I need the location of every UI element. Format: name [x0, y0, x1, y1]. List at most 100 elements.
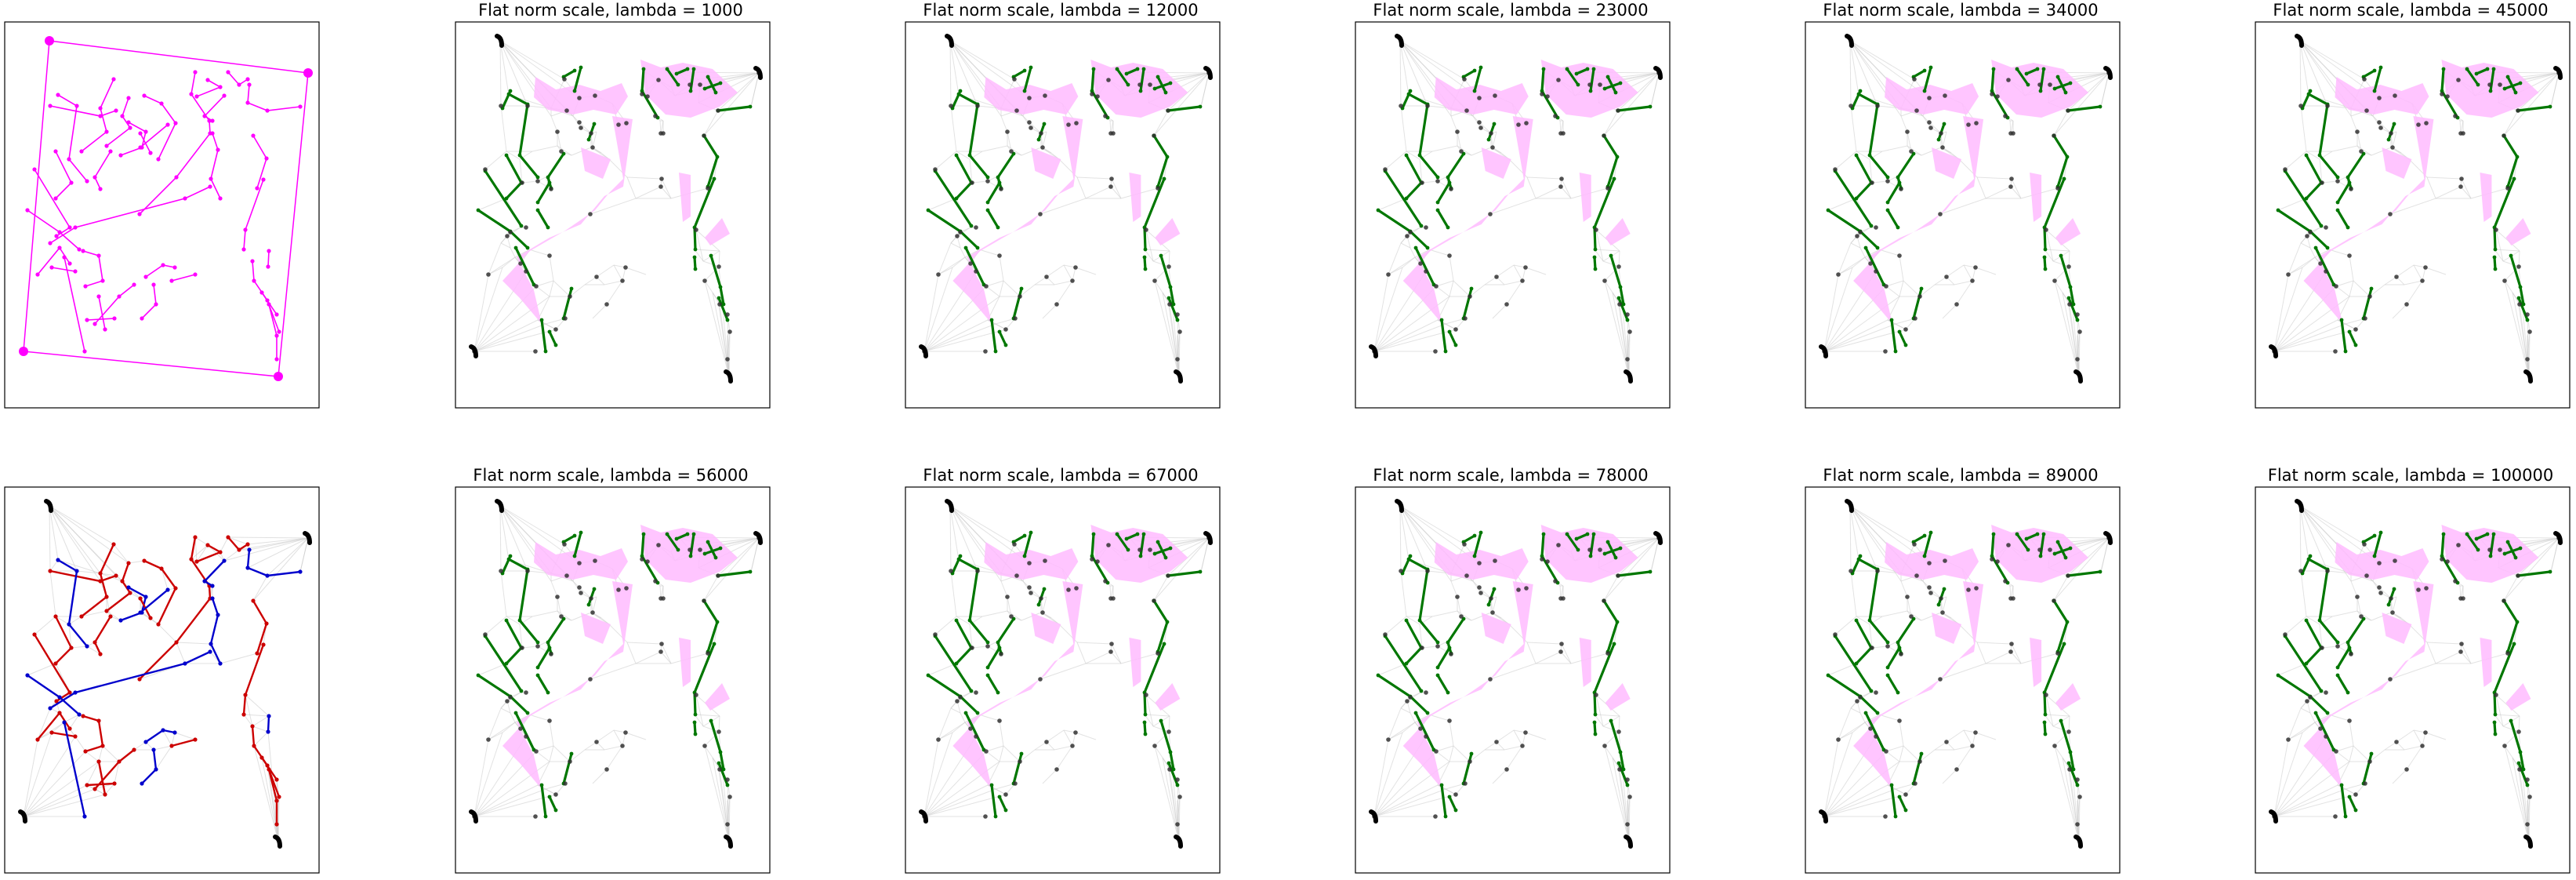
mesh-edge [1110, 651, 1122, 664]
mesh-edge [23, 736, 76, 817]
mesh-node [2440, 557, 2444, 562]
mesh-edge [1922, 580, 1932, 594]
mesh-edge [952, 256, 966, 268]
flat-norm-node [2516, 761, 2521, 765]
mesh-node [2355, 129, 2360, 134]
corner-node [1395, 499, 1404, 513]
mesh-edge [1168, 715, 1170, 733]
flat-norm-node [1541, 67, 1546, 71]
flat-norm-edge [2363, 69, 2375, 78]
boundary-node [57, 245, 62, 250]
panel-title-lambda-78000: Flat norm scale, lambda = 78000 [1373, 466, 1649, 485]
blue-tree-edge [209, 598, 222, 664]
boundary-segment [210, 133, 221, 199]
boundary-node [210, 118, 215, 123]
boundary-segment [247, 84, 301, 111]
mesh-edge [550, 115, 558, 133]
flat-norm-edge [2067, 297, 2079, 321]
mesh-edge [1618, 715, 1620, 733]
flat-norm-node [1869, 689, 1874, 693]
flat-norm-node [1404, 153, 1409, 158]
flat-norm-node [2015, 67, 2019, 71]
tree-node [266, 729, 270, 734]
mesh-node [2353, 792, 2358, 797]
mesh-node [1167, 767, 1172, 772]
flat-norm-node [718, 285, 723, 289]
flat-norm-region [2030, 638, 2042, 687]
mesh-edge [923, 739, 939, 817]
mesh-node [1464, 573, 1469, 578]
mesh-edge [2435, 651, 2462, 664]
mesh-node [2011, 131, 2015, 136]
mesh-node [2456, 543, 2461, 547]
mesh-edge [712, 757, 730, 842]
mesh-edge [934, 151, 957, 170]
flat-norm-node [2043, 247, 2048, 252]
mesh-node [534, 749, 539, 754]
mesh-edge [1526, 642, 1537, 664]
flat-norm-node [2065, 155, 2070, 159]
flat-norm-node [535, 200, 540, 205]
mesh-edge [1144, 249, 1154, 262]
mesh-edge [1388, 722, 1416, 740]
mesh-edge [999, 255, 1004, 282]
mesh-edge [1177, 779, 1180, 842]
mesh-node [589, 596, 593, 601]
flat-norm-edge [2476, 67, 2488, 75]
mesh-edge [1907, 145, 1922, 156]
mesh-edge [923, 732, 953, 817]
flat-norm-node [926, 208, 931, 213]
flat-norm-node [1990, 89, 1994, 93]
mesh-edge [983, 250, 1000, 256]
mesh-edge [1144, 714, 1170, 717]
mesh-edge [1823, 296, 1900, 352]
flat-norm-node [1885, 665, 1890, 670]
mesh-edge [987, 180, 1002, 190]
mesh-node [2404, 302, 2409, 307]
flat-norm-node [1472, 68, 1477, 73]
mesh-edge [2353, 745, 2371, 762]
mesh-edge [569, 749, 586, 762]
flat-norm-edge [514, 712, 535, 751]
corner-node [495, 34, 504, 48]
flat-norm-edge [2362, 753, 2373, 784]
mesh-node [1868, 261, 1873, 266]
flat-norm-node [2353, 343, 2358, 347]
mesh-edge [1445, 783, 1466, 790]
flat-norm-node [1443, 814, 1448, 819]
mesh-edge [49, 505, 129, 564]
tree-node [250, 724, 255, 729]
mesh-edge [23, 751, 86, 817]
mesh-node [1386, 272, 1391, 277]
flat-norm-region [534, 542, 628, 580]
mesh-node [1044, 275, 1049, 279]
flat-norm-edge [717, 762, 729, 786]
mesh-edge [253, 731, 269, 747]
mesh-edge [1895, 318, 1916, 325]
mesh-node [2378, 125, 2383, 130]
boundary-segment [63, 256, 85, 352]
flat-norm-node [2369, 751, 2374, 756]
mesh-edge [1021, 612, 1042, 621]
mesh-edge [484, 151, 507, 170]
red-blue-trees-panel [4, 486, 320, 874]
mesh-node [1003, 792, 1008, 797]
flat-norm-edge [1827, 209, 1879, 249]
mesh-edge [1373, 761, 1450, 817]
mesh-node [1602, 278, 1607, 283]
flat-norm-node [1152, 551, 1157, 556]
flat-norm-node [592, 122, 597, 126]
mesh-node [936, 272, 941, 277]
mesh-node [1970, 278, 1975, 283]
mesh-edge [1373, 319, 1439, 352]
flat-norm-node [1616, 761, 1621, 765]
mesh-edge [606, 745, 623, 770]
tree-node [298, 569, 303, 574]
mesh-node [2003, 579, 2008, 584]
red-tree-edge [139, 536, 212, 680]
mesh-edge [1881, 145, 1908, 152]
mesh-node [1038, 212, 1043, 216]
mesh-node [1166, 108, 1170, 113]
mesh-edge [49, 505, 78, 572]
mesh-node [2353, 327, 2358, 332]
